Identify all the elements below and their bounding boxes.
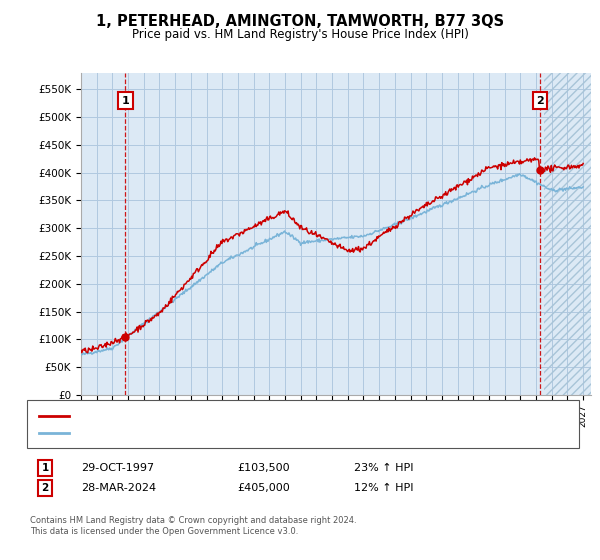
Text: 28-MAR-2024: 28-MAR-2024	[81, 483, 156, 493]
Text: 29-OCT-1997: 29-OCT-1997	[81, 463, 154, 473]
Bar	[544, 73, 591, 395]
Text: Price paid vs. HM Land Registry's House Price Index (HPI): Price paid vs. HM Land Registry's House …	[131, 28, 469, 41]
Text: 1: 1	[122, 96, 129, 105]
Text: 1, PETERHEAD, AMINGTON, TAMWORTH, B77 3QS: 1, PETERHEAD, AMINGTON, TAMWORTH, B77 3Q…	[96, 14, 504, 29]
Text: 2: 2	[41, 483, 49, 493]
Text: 23% ↑ HPI: 23% ↑ HPI	[354, 463, 413, 473]
Text: 1, PETERHEAD, AMINGTON, TAMWORTH, B77 3QS (detached house): 1, PETERHEAD, AMINGTON, TAMWORTH, B77 3Q…	[75, 411, 427, 421]
Text: £103,500: £103,500	[237, 463, 290, 473]
Text: 12% ↑ HPI: 12% ↑ HPI	[354, 483, 413, 493]
Text: 2: 2	[536, 96, 544, 105]
Text: HPI: Average price, detached house, Tamworth: HPI: Average price, detached house, Tamw…	[75, 428, 319, 438]
Text: 1: 1	[41, 463, 49, 473]
Text: Contains HM Land Registry data © Crown copyright and database right 2024.
This d: Contains HM Land Registry data © Crown c…	[30, 516, 356, 536]
Bar	[544, 73, 591, 395]
Text: £405,000: £405,000	[237, 483, 290, 493]
